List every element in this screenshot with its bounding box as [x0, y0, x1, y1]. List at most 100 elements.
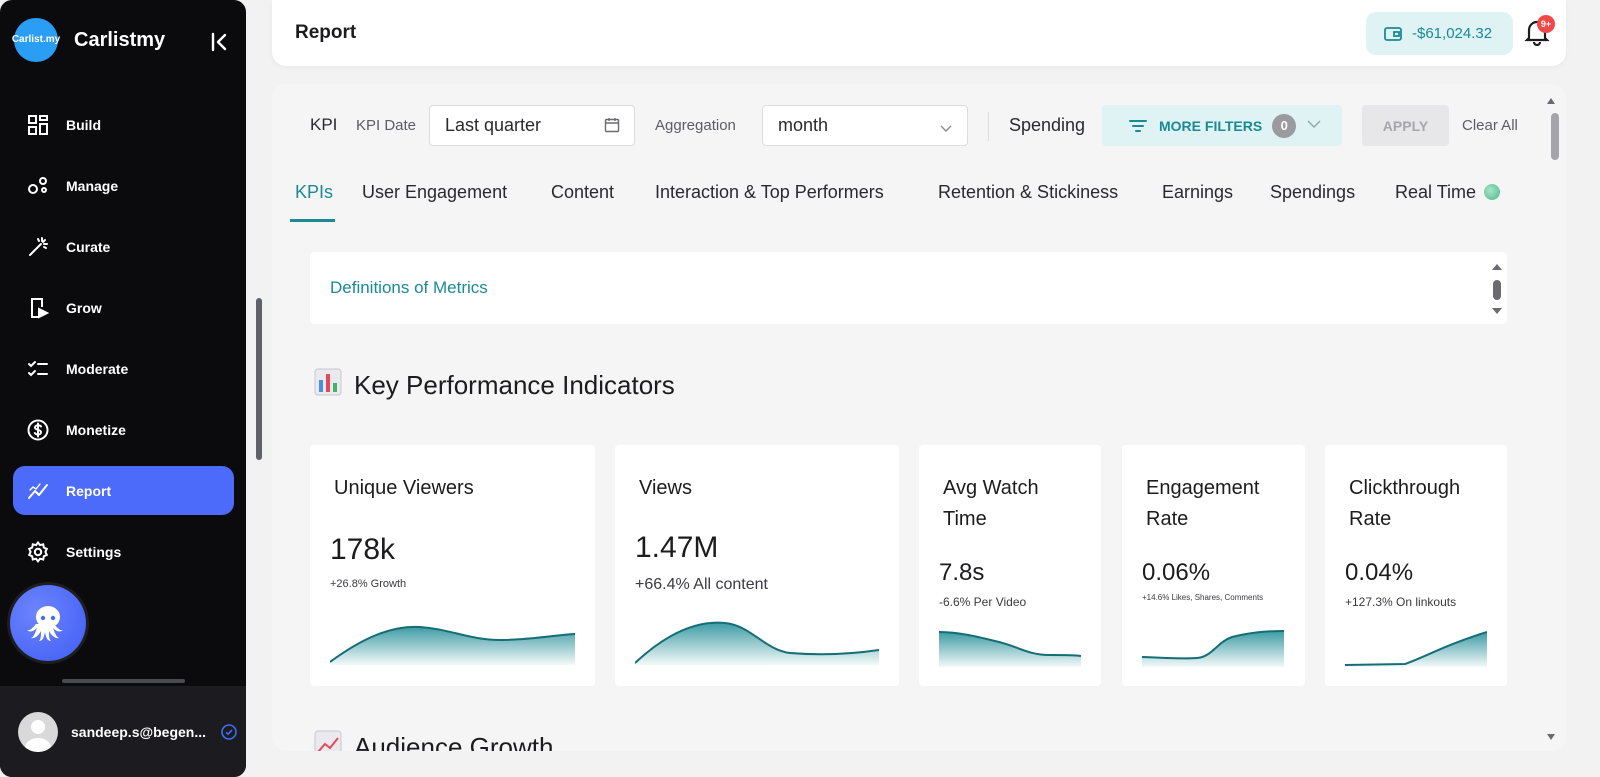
kpi-card-subtext: +66.4% All content	[635, 576, 768, 593]
kpi-card-subtext: +14.6% Likes, Shares, Comments	[1142, 593, 1264, 602]
kpi-card-views[interactable]: Views 1.47M +66.4% All content	[615, 445, 899, 686]
sidebar-item-manage[interactable]: Manage	[13, 161, 234, 210]
brand[interactable]: Carlist.my Carlistmy	[12, 18, 166, 62]
kpi-card-value: 0.04%	[1345, 559, 1414, 586]
sidebar-item-label: Grow	[66, 299, 102, 316]
chevron-down-icon	[1306, 116, 1322, 135]
trend-chart-icon	[314, 730, 342, 751]
sidebar-item-label: Build	[66, 116, 101, 133]
kpi-card-title: Avg Watch Time	[943, 477, 1039, 530]
user-profile[interactable]: sandeep.s@begen...	[0, 686, 246, 777]
nodes-icon	[27, 175, 49, 197]
sidebar-item-label: Curate	[66, 238, 111, 255]
kpi-card-subtext: +127.3% On linkouts	[1345, 595, 1457, 609]
grid-icon	[27, 114, 49, 136]
sidebar-item-build[interactable]: Build	[13, 100, 234, 149]
filter-bar: KPI KPI Date Last quarter Aggregation mo…	[272, 84, 1542, 158]
chart-line-icon	[27, 480, 49, 502]
sidebar-item-moderate[interactable]: Moderate	[13, 344, 234, 393]
spending-toggle[interactable]: Spending	[1009, 115, 1086, 135]
bar-chart-icon	[314, 368, 342, 403]
kpi-card-value: 1.47M	[635, 531, 719, 564]
filter-count-badge: 0	[1272, 113, 1297, 138]
page-title: Report	[295, 22, 357, 43]
definitions-link[interactable]: Definitions of Metrics	[330, 278, 488, 297]
sidebar-item-settings[interactable]: Settings	[13, 527, 234, 576]
tab-retention-stickiness[interactable]: Retention & Stickiness	[938, 182, 1119, 202]
kpi-card-engagement-rate[interactable]: Engagement Rate 0.06% +14.6% Likes, Shar…	[1122, 445, 1305, 686]
assistant-octopus-icon[interactable]	[10, 585, 86, 661]
aggregation-value: month	[778, 115, 829, 135]
kpi-card-value: 7.8s	[939, 559, 985, 586]
sparkline-chart	[939, 631, 1081, 667]
sidebar-item-label: Report	[66, 482, 112, 499]
definitions-panel: Definitions of Metrics	[310, 252, 1507, 324]
sidebar-nav: Build Manage Curate Grow Moderate Moneti…	[13, 100, 234, 588]
calendar-icon	[604, 117, 620, 138]
sparkline-chart	[1142, 630, 1284, 667]
kpi-date-picker[interactable]: Last quarter	[429, 105, 635, 146]
main-scrollbar-thumb[interactable]	[1551, 113, 1559, 160]
tab-interaction-top-performers[interactable]: Interaction & Top Performers	[655, 182, 884, 202]
sparkline-chart	[1345, 631, 1487, 667]
live-status-icon	[1484, 184, 1501, 200]
clear-all-button[interactable]: Clear All	[1462, 117, 1518, 134]
wallet-balance-button[interactable]: -$61,024.32	[1366, 12, 1513, 55]
sparkline-chart	[330, 625, 575, 665]
chevron-down-icon	[939, 119, 953, 140]
wallet-balance: -$61,024.32	[1412, 25, 1493, 42]
sidebar-item-grow[interactable]: Grow	[13, 283, 234, 332]
sidebar-item-curate[interactable]: Curate	[13, 222, 234, 271]
filter-icon	[1129, 119, 1147, 132]
aggregation-select[interactable]: month	[762, 105, 968, 146]
checklist-icon	[27, 358, 49, 380]
avatar	[18, 711, 58, 752]
more-filters-label: MORE FILTERS	[1159, 117, 1263, 134]
kpi-card-subtext: -6.6% Per Video	[939, 595, 1027, 609]
gear-icon	[27, 540, 49, 563]
tab-real-time[interactable]: Real Time	[1395, 182, 1501, 203]
collapse-sidebar-icon[interactable]	[208, 30, 232, 54]
sidebar-item-monetize[interactable]: Monetize	[13, 405, 234, 454]
kpi-card-subtext: +26.8% Growth	[330, 578, 407, 590]
kpi-date-label: KPI Date	[356, 117, 417, 134]
tab-earnings[interactable]: Earnings	[1162, 182, 1234, 202]
kpi-card-title: Clickthrough Rate	[1349, 477, 1461, 530]
section-title-text: Audience Growth	[354, 732, 554, 751]
main-scrollbar[interactable]	[1546, 94, 1556, 744]
tab-spendings[interactable]: Spendings	[1270, 182, 1356, 202]
user-email: sandeep.s@begen...	[71, 723, 207, 740]
brand-name: Carlistmy	[74, 28, 166, 51]
kpi-label: KPI	[310, 115, 338, 134]
section-title-text: Key Performance Indicators	[354, 370, 675, 400]
report-panel: KPI KPI Date Last quarter Aggregation mo…	[272, 84, 1566, 751]
sidebar-item-label: Settings	[66, 543, 122, 560]
sidebar-item-report[interactable]: Report	[13, 466, 234, 515]
sidebar-divider	[62, 679, 185, 683]
section-title-kpis: Key Performance Indicators	[314, 368, 675, 403]
kpi-card-title: Unique Viewers	[334, 477, 474, 499]
kpi-card-clickthrough-rate[interactable]: Clickthrough Rate 0.04% +127.3% On linko…	[1325, 445, 1507, 686]
kpi-card-title: Views	[639, 477, 692, 499]
tab-user-engagement[interactable]: User Engagement	[362, 182, 508, 202]
sidebar-item-label: Monetize	[66, 421, 126, 438]
active-tab-indicator	[290, 219, 335, 222]
tab-label: Real Time	[1395, 182, 1477, 202]
top-header: Report -$61,024.32 9+	[272, 0, 1566, 66]
notification-badge: 9+	[1537, 15, 1555, 33]
section-title-audience: Audience Growth	[314, 730, 553, 751]
definitions-scrollbar[interactable]	[1491, 260, 1503, 318]
tab-content[interactable]: Content	[551, 182, 615, 202]
kpi-card-avg-watch-time[interactable]: Avg Watch Time 7.8s -6.6% Per Video	[919, 445, 1101, 686]
wallet-icon	[1384, 26, 1402, 41]
tab-kpis[interactable]: KPIs	[295, 182, 334, 202]
more-filters-button[interactable]: MORE FILTERS 0	[1102, 105, 1342, 146]
aggregation-label: Aggregation	[655, 117, 736, 134]
apply-button[interactable]: APPLY	[1362, 105, 1449, 146]
report-tabs: KPIs User Engagement Content Interaction…	[272, 160, 1542, 222]
sidebar-item-label: Moderate	[66, 360, 129, 377]
verified-badge-icon	[221, 723, 237, 740]
kpi-card-title: Engagement Rate	[1146, 477, 1260, 530]
sidebar-scrollbar[interactable]	[256, 298, 262, 460]
kpi-card-unique-viewers[interactable]: Unique Viewers 178k +26.8% Growth	[310, 445, 595, 686]
